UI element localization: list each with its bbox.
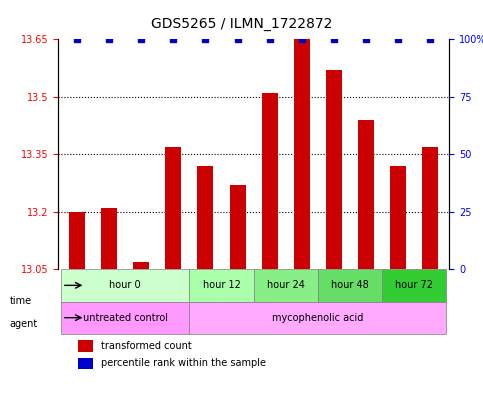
Text: GSM1133726: GSM1133726 [197,270,205,321]
Text: GSM1133732: GSM1133732 [389,270,398,321]
Text: GSM1133731: GSM1133731 [357,270,366,321]
Text: transformed count: transformed count [101,341,192,351]
FancyBboxPatch shape [93,269,125,320]
Text: agent: agent [10,319,38,329]
Bar [165,147,182,269]
FancyBboxPatch shape [382,269,414,320]
Text: hour 24: hour 24 [267,280,305,290]
Bar [294,39,310,269]
Text: time: time [10,296,32,306]
Text: GSM1133729: GSM1133729 [293,270,302,321]
FancyBboxPatch shape [318,269,382,301]
Text: hour 0: hour 0 [110,280,141,290]
Bar [78,358,93,369]
FancyBboxPatch shape [61,301,189,334]
Text: percentile rank within the sample: percentile rank within the sample [101,358,266,369]
Text: GSM1133724: GSM1133724 [132,270,142,321]
Bar [133,261,149,269]
Text: GSM1133722: GSM1133722 [68,270,77,320]
Text: GSM1133733: GSM1133733 [421,270,430,321]
FancyBboxPatch shape [254,269,318,301]
Text: GSM1133732: GSM1133732 [389,270,398,321]
Bar [78,340,93,352]
Bar [262,93,278,269]
Text: GSM1133725: GSM1133725 [164,270,173,321]
Text: GSM1133730: GSM1133730 [325,270,334,321]
Text: untreated control: untreated control [83,313,168,323]
Text: GSM1133724: GSM1133724 [132,270,142,321]
Text: GSM1133723: GSM1133723 [100,270,109,321]
Bar [358,120,374,269]
FancyBboxPatch shape [61,269,93,320]
Bar [229,185,245,269]
Bar [422,147,438,269]
FancyBboxPatch shape [414,269,446,320]
FancyBboxPatch shape [382,269,446,301]
Text: GSM1133731: GSM1133731 [357,270,366,321]
FancyBboxPatch shape [125,269,157,320]
FancyBboxPatch shape [285,269,318,320]
Bar [390,166,406,269]
FancyBboxPatch shape [157,269,189,320]
Bar [101,208,117,269]
Text: GSM1133722: GSM1133722 [68,270,77,320]
Text: GSM1133733: GSM1133733 [421,270,430,321]
Text: mycophenolic acid: mycophenolic acid [272,313,363,323]
Text: GSM1133727: GSM1133727 [228,270,238,321]
FancyBboxPatch shape [222,269,254,320]
Text: GSM1133728: GSM1133728 [261,270,270,320]
Text: hour 48: hour 48 [331,280,369,290]
Text: GSM1133727: GSM1133727 [228,270,238,321]
Text: GSM1133730: GSM1133730 [325,270,334,321]
FancyBboxPatch shape [254,269,285,320]
FancyBboxPatch shape [189,269,222,320]
Text: GSM1133725: GSM1133725 [164,270,173,321]
Text: GDS5265 / ILMN_1722872: GDS5265 / ILMN_1722872 [151,17,332,31]
Text: GSM1133723: GSM1133723 [100,270,109,321]
FancyBboxPatch shape [318,269,350,320]
Text: GSM1133726: GSM1133726 [197,270,205,321]
FancyBboxPatch shape [61,269,189,301]
Bar [198,166,213,269]
Text: hour 12: hour 12 [202,280,241,290]
Bar [326,70,342,269]
Text: GSM1133728: GSM1133728 [261,270,270,320]
FancyBboxPatch shape [189,301,446,334]
Text: hour 72: hour 72 [395,280,433,290]
FancyBboxPatch shape [189,269,254,301]
Text: GSM1133729: GSM1133729 [293,270,302,321]
Bar [69,212,85,269]
FancyBboxPatch shape [350,269,382,320]
